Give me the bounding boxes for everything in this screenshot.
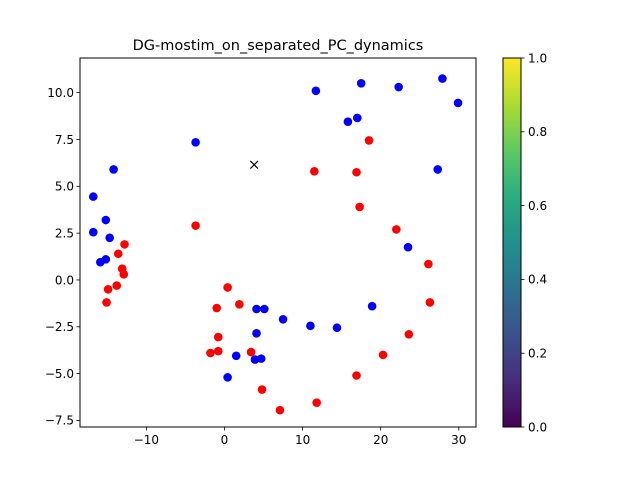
data-point [252, 304, 261, 314]
x-tick-label: 10 [295, 433, 310, 447]
y-axis: −7.5 −5.0 −2.5 0.0 2.5 5.0 7.5 10.0 [45, 86, 80, 428]
data-point [103, 285, 113, 294]
data-point [352, 167, 361, 177]
points-layer [88, 74, 463, 415]
data-point [109, 165, 118, 174]
data-point [235, 300, 244, 309]
data-point [378, 350, 388, 360]
x-tick-label: 30 [451, 433, 466, 447]
data-point [310, 167, 319, 176]
y-tick-label: −7.5 [45, 414, 74, 428]
data-point [206, 348, 215, 358]
colorbar-tick-label: 0.8 [528, 125, 547, 139]
data-point [306, 321, 315, 331]
data-point [433, 165, 443, 174]
data-point [424, 259, 433, 269]
data-point [257, 385, 267, 394]
data-point [260, 304, 269, 314]
data-point [404, 329, 414, 339]
data-point [438, 74, 447, 83]
data-point [252, 329, 261, 338]
y-tick-label: −2.5 [45, 320, 74, 334]
x-marker [249, 160, 259, 169]
plot-frame [79, 57, 477, 428]
colorbar: 0.0 0.2 0.4 0.6 0.8 1.0 [502, 51, 547, 434]
data-point [120, 240, 129, 249]
data-point [367, 301, 377, 311]
data-point [278, 315, 288, 324]
data-point [355, 202, 364, 212]
data-point [246, 347, 256, 357]
y-tick-label: 7.5 [55, 133, 74, 147]
data-point [191, 137, 200, 147]
data-point [256, 354, 266, 363]
data-point [119, 270, 129, 279]
plot-area [79, 57, 477, 428]
data-point [356, 78, 366, 88]
data-point [101, 255, 111, 264]
data-point [231, 351, 241, 361]
x-tick-label: 20 [373, 433, 388, 447]
colorbar-tick-label: 0.4 [528, 273, 547, 287]
x-axis: −10 0 10 20 30 [134, 427, 466, 447]
data-point [332, 323, 342, 333]
data-point [392, 225, 401, 234]
colorbar-tick-label: 1.0 [528, 51, 547, 65]
colorbar-tick-label: 0.2 [528, 347, 547, 361]
data-point [213, 332, 223, 342]
data-point [311, 86, 321, 96]
y-tick-label: 5.0 [55, 180, 74, 194]
colorbar-tick-label: 0.6 [528, 199, 547, 213]
data-point [101, 215, 111, 225]
data-point [213, 346, 223, 356]
colorbar-tick-label: 0.0 [528, 420, 547, 434]
data-point [212, 303, 221, 313]
annotation-layer [249, 160, 259, 169]
data-point [112, 281, 122, 290]
data-point [105, 233, 114, 243]
data-point [352, 371, 361, 380]
y-tick-label: −5.0 [45, 367, 74, 381]
data-point [88, 227, 98, 237]
y-tick-label: 2.5 [55, 226, 74, 240]
data-point [343, 117, 353, 126]
data-point [312, 398, 321, 407]
colorbar-gradient [502, 57, 522, 428]
data-point [223, 283, 232, 292]
x-tick-label: 0 [221, 433, 229, 447]
x-tick-label: −10 [134, 433, 159, 447]
data-point [113, 249, 123, 259]
y-tick-label: 10.0 [47, 86, 74, 100]
data-point [223, 373, 232, 382]
data-point [102, 298, 111, 307]
data-point [275, 405, 285, 415]
colorbar-axis: 0.0 0.2 0.4 0.6 0.8 1.0 [521, 51, 547, 434]
data-point [364, 136, 374, 145]
data-point [453, 98, 463, 108]
data-point [403, 242, 413, 252]
data-point [352, 113, 362, 123]
data-point [88, 192, 98, 201]
data-point [394, 82, 403, 92]
chart-title: DG-mostim_on_separated_PC_dynamics [133, 38, 424, 54]
data-point [425, 298, 435, 307]
data-point [191, 221, 200, 230]
y-tick-label: 0.0 [55, 273, 74, 287]
